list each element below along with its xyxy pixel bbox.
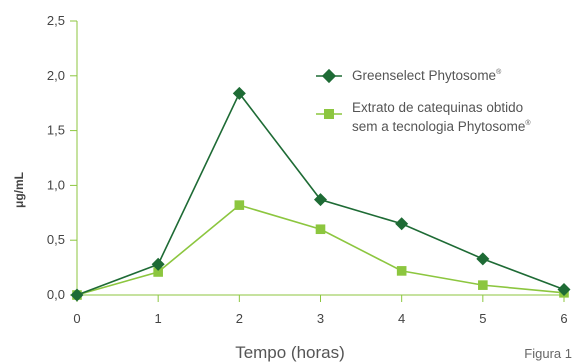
x-axis-title: Tempo (horas) (235, 343, 345, 362)
y-tick-label: 1,0 (47, 177, 65, 192)
y-tick-label: 2,0 (47, 68, 65, 83)
x-tick-label: 4 (398, 311, 405, 326)
y-tick-label: 2,5 (47, 13, 65, 28)
x-tick-label: 6 (560, 311, 567, 326)
y-axis-title: μg/mL (12, 172, 26, 208)
data-point-square (478, 280, 488, 290)
data-point-square (316, 224, 326, 234)
x-tick-label: 3 (317, 311, 324, 326)
figure-label: Figura 1 (524, 346, 572, 361)
x-tick-label: 1 (155, 311, 162, 326)
series-extrato (72, 200, 569, 299)
x-tick-label: 2 (236, 311, 243, 326)
x-tick-label: 5 (479, 311, 486, 326)
data-point-square (235, 200, 245, 210)
legend-label-extrato-line2: sem a tecnologia Phytosome® (352, 119, 531, 134)
data-point-diamond (233, 87, 246, 100)
data-point-diamond (314, 193, 327, 206)
legend-marker-greenselect (322, 69, 336, 83)
legend-marker-extrato (324, 109, 334, 119)
legend-label-extrato-line1: Extrato de catequinas obtido (352, 100, 523, 115)
legend: Greenselect Phytosome® Extrato de catequ… (316, 68, 531, 134)
y-tick-label: 0,0 (47, 287, 65, 302)
x-tick-label: 0 (73, 311, 80, 326)
data-point-square (397, 266, 407, 276)
legend-label-greenselect: Greenselect Phytosome® (352, 68, 502, 83)
y-tick-label: 0,5 (47, 232, 65, 247)
data-point-diamond (395, 217, 408, 230)
data-point-diamond (476, 252, 489, 265)
series-line (77, 205, 564, 295)
y-tick-label: 1,5 (47, 123, 65, 138)
